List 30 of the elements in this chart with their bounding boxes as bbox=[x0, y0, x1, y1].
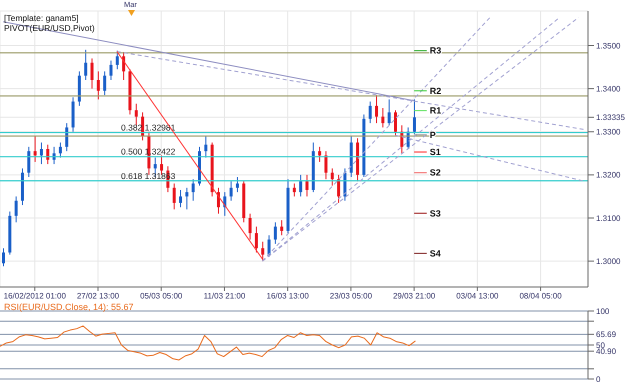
x-tick-label: 05/03 05:00 bbox=[140, 292, 183, 301]
series-label: S3 bbox=[430, 208, 441, 218]
y-tick-label: 1.3000 bbox=[596, 256, 622, 266]
y-tick-label: 0 bbox=[596, 374, 601, 382]
y-tick-label: 1.3100 bbox=[596, 214, 622, 223]
x-tick-label: 03/04 13:00 bbox=[456, 292, 500, 301]
chart-title: RSI(EUR/USD.Close, 14): 55.67 bbox=[4, 302, 134, 312]
series-label: S1 bbox=[430, 147, 441, 158]
y-tick-label: 65.69 bbox=[596, 330, 617, 340]
y-tick-label: 1.3300 bbox=[596, 128, 622, 137]
annotation: [Template: ganam5] bbox=[4, 13, 79, 23]
x-tick-label: 23/03 05:00 bbox=[330, 292, 373, 301]
y-tick-label: 1.33335 bbox=[596, 113, 625, 122]
y-tick-label: 1.3200 bbox=[596, 170, 622, 180]
x-tick-label: 16/03 13:00 bbox=[266, 292, 310, 301]
annotation: PIVOT(EUR/USD,Pivot) bbox=[4, 23, 95, 33]
x-tick-label: 16/02/2012 01:00 bbox=[4, 292, 66, 301]
series-label: S2 bbox=[430, 168, 441, 178]
y-tick-label: 1.3500 bbox=[596, 41, 622, 50]
x-tick-label: 29/03 21:00 bbox=[392, 292, 436, 301]
x-tick-label: 27/02 13:00 bbox=[76, 292, 120, 301]
series-label: R1 bbox=[430, 106, 442, 116]
y-tick-label: 1.3400 bbox=[596, 84, 622, 94]
y-tick-label: 50 bbox=[596, 340, 606, 350]
x-tick-label: 08/04 05:00 bbox=[519, 292, 562, 301]
x-tick-label: 11/03 21:00 bbox=[204, 292, 246, 301]
series-label: S4 bbox=[430, 248, 441, 258]
y-tick-label: 40.90 bbox=[596, 347, 617, 356]
series-label: R2 bbox=[430, 86, 442, 96]
y-tick-label: 100 bbox=[596, 306, 610, 316]
